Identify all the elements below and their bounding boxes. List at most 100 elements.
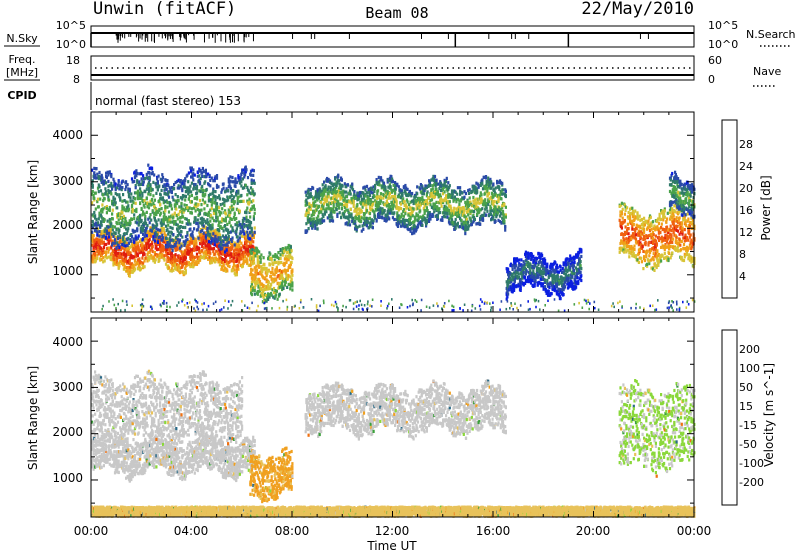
- power-cell: [456, 197, 459, 202]
- power-cell: [198, 238, 201, 242]
- power-cell: [215, 208, 219, 212]
- power-cell: [363, 203, 366, 207]
- power-cell: [250, 256, 253, 260]
- power-cell: [188, 206, 191, 210]
- power-cell: [198, 247, 201, 251]
- power-cell: [97, 174, 100, 178]
- power-cell: [209, 251, 212, 255]
- power-cell: [253, 230, 256, 234]
- power-cell: [486, 209, 489, 213]
- power-cell: [390, 208, 393, 212]
- power-cell: [200, 208, 203, 212]
- power-cell: [133, 191, 137, 195]
- power-cell: [179, 233, 182, 237]
- power-cell: [227, 228, 230, 232]
- power-cell: [103, 243, 106, 247]
- power-cell: [152, 237, 155, 241]
- power-cell: [164, 207, 167, 211]
- power-cell: [144, 218, 147, 222]
- power-cell: [199, 242, 202, 246]
- power-cell: [269, 291, 273, 296]
- power-cell: [117, 183, 120, 187]
- power-cell: [130, 205, 134, 209]
- power-cell: [251, 268, 254, 272]
- power-cell: [244, 247, 247, 251]
- power-cell: [328, 180, 332, 184]
- power-cell: [201, 188, 204, 192]
- power-cell: [91, 168, 94, 172]
- power-cell: [212, 187, 215, 191]
- power-cell: [191, 175, 194, 179]
- power-cell: [138, 257, 141, 261]
- power-cell: [127, 193, 131, 197]
- power-cell: [249, 223, 252, 227]
- power-cell: [253, 279, 256, 283]
- power-cell: [119, 251, 122, 256]
- power-cell: [145, 210, 148, 214]
- power-cell: [394, 190, 397, 194]
- power-cell: [354, 219, 357, 223]
- power-cell: [274, 253, 277, 257]
- power-cell: [304, 190, 307, 194]
- power-cell: [260, 253, 263, 257]
- power-cell: [93, 242, 96, 246]
- power-cell: [481, 182, 484, 186]
- power-cell: [265, 268, 268, 273]
- power-cell: [192, 172, 195, 176]
- power-cell: [473, 210, 476, 214]
- power-cell: [430, 194, 433, 198]
- power-cell: [209, 184, 212, 188]
- power-cell: [457, 225, 460, 229]
- power-cell: [175, 235, 178, 240]
- power-cell: [127, 236, 130, 240]
- power-cell: [278, 268, 281, 273]
- power-cell: [254, 269, 257, 273]
- power-cell: [388, 192, 391, 196]
- power-cell: [371, 221, 374, 225]
- power-cell: [97, 252, 100, 256]
- power-cell: [198, 167, 201, 171]
- power-cell: [245, 219, 248, 224]
- power-cell: [222, 262, 225, 267]
- cpid-label: CPID: [7, 89, 36, 102]
- power-cell: [379, 201, 382, 206]
- power-cell: [145, 187, 148, 191]
- power-cell: [312, 196, 315, 200]
- power-cell: [366, 221, 369, 225]
- power-cell: [252, 276, 255, 280]
- power-cell: [179, 185, 182, 189]
- power-cell: [200, 221, 203, 225]
- power-cell: [408, 227, 411, 232]
- power-cell: [198, 198, 202, 203]
- power-cell: [239, 223, 242, 227]
- power-cell: [355, 210, 358, 214]
- power-cell: [215, 244, 219, 248]
- power-cell: [204, 244, 207, 248]
- power-cell: [249, 186, 253, 190]
- power-cell: [253, 211, 256, 215]
- power-cell: [227, 263, 230, 267]
- power-cell: [283, 277, 286, 282]
- power-cell: [354, 207, 357, 211]
- power-cell: [126, 221, 129, 225]
- power-cell: [221, 197, 224, 201]
- power-cell: [402, 214, 405, 218]
- power-cell: [377, 206, 380, 210]
- power-cell: [275, 289, 278, 293]
- power-cell: [171, 249, 174, 253]
- power-cell: [348, 211, 351, 216]
- power-cell: [147, 181, 151, 185]
- power-cell: [100, 223, 103, 227]
- power-cell: [174, 193, 177, 197]
- power-cell: [476, 222, 479, 226]
- power-cell: [232, 207, 235, 211]
- power-cell: [251, 289, 254, 293]
- power-cell: [451, 194, 454, 198]
- power-cell: [469, 200, 472, 204]
- power-cell: [230, 194, 233, 198]
- power-cell: [187, 244, 190, 248]
- power-cell: [226, 195, 229, 199]
- power-cell: [425, 199, 428, 203]
- power-cell: [278, 256, 281, 261]
- power-cell: [445, 196, 448, 200]
